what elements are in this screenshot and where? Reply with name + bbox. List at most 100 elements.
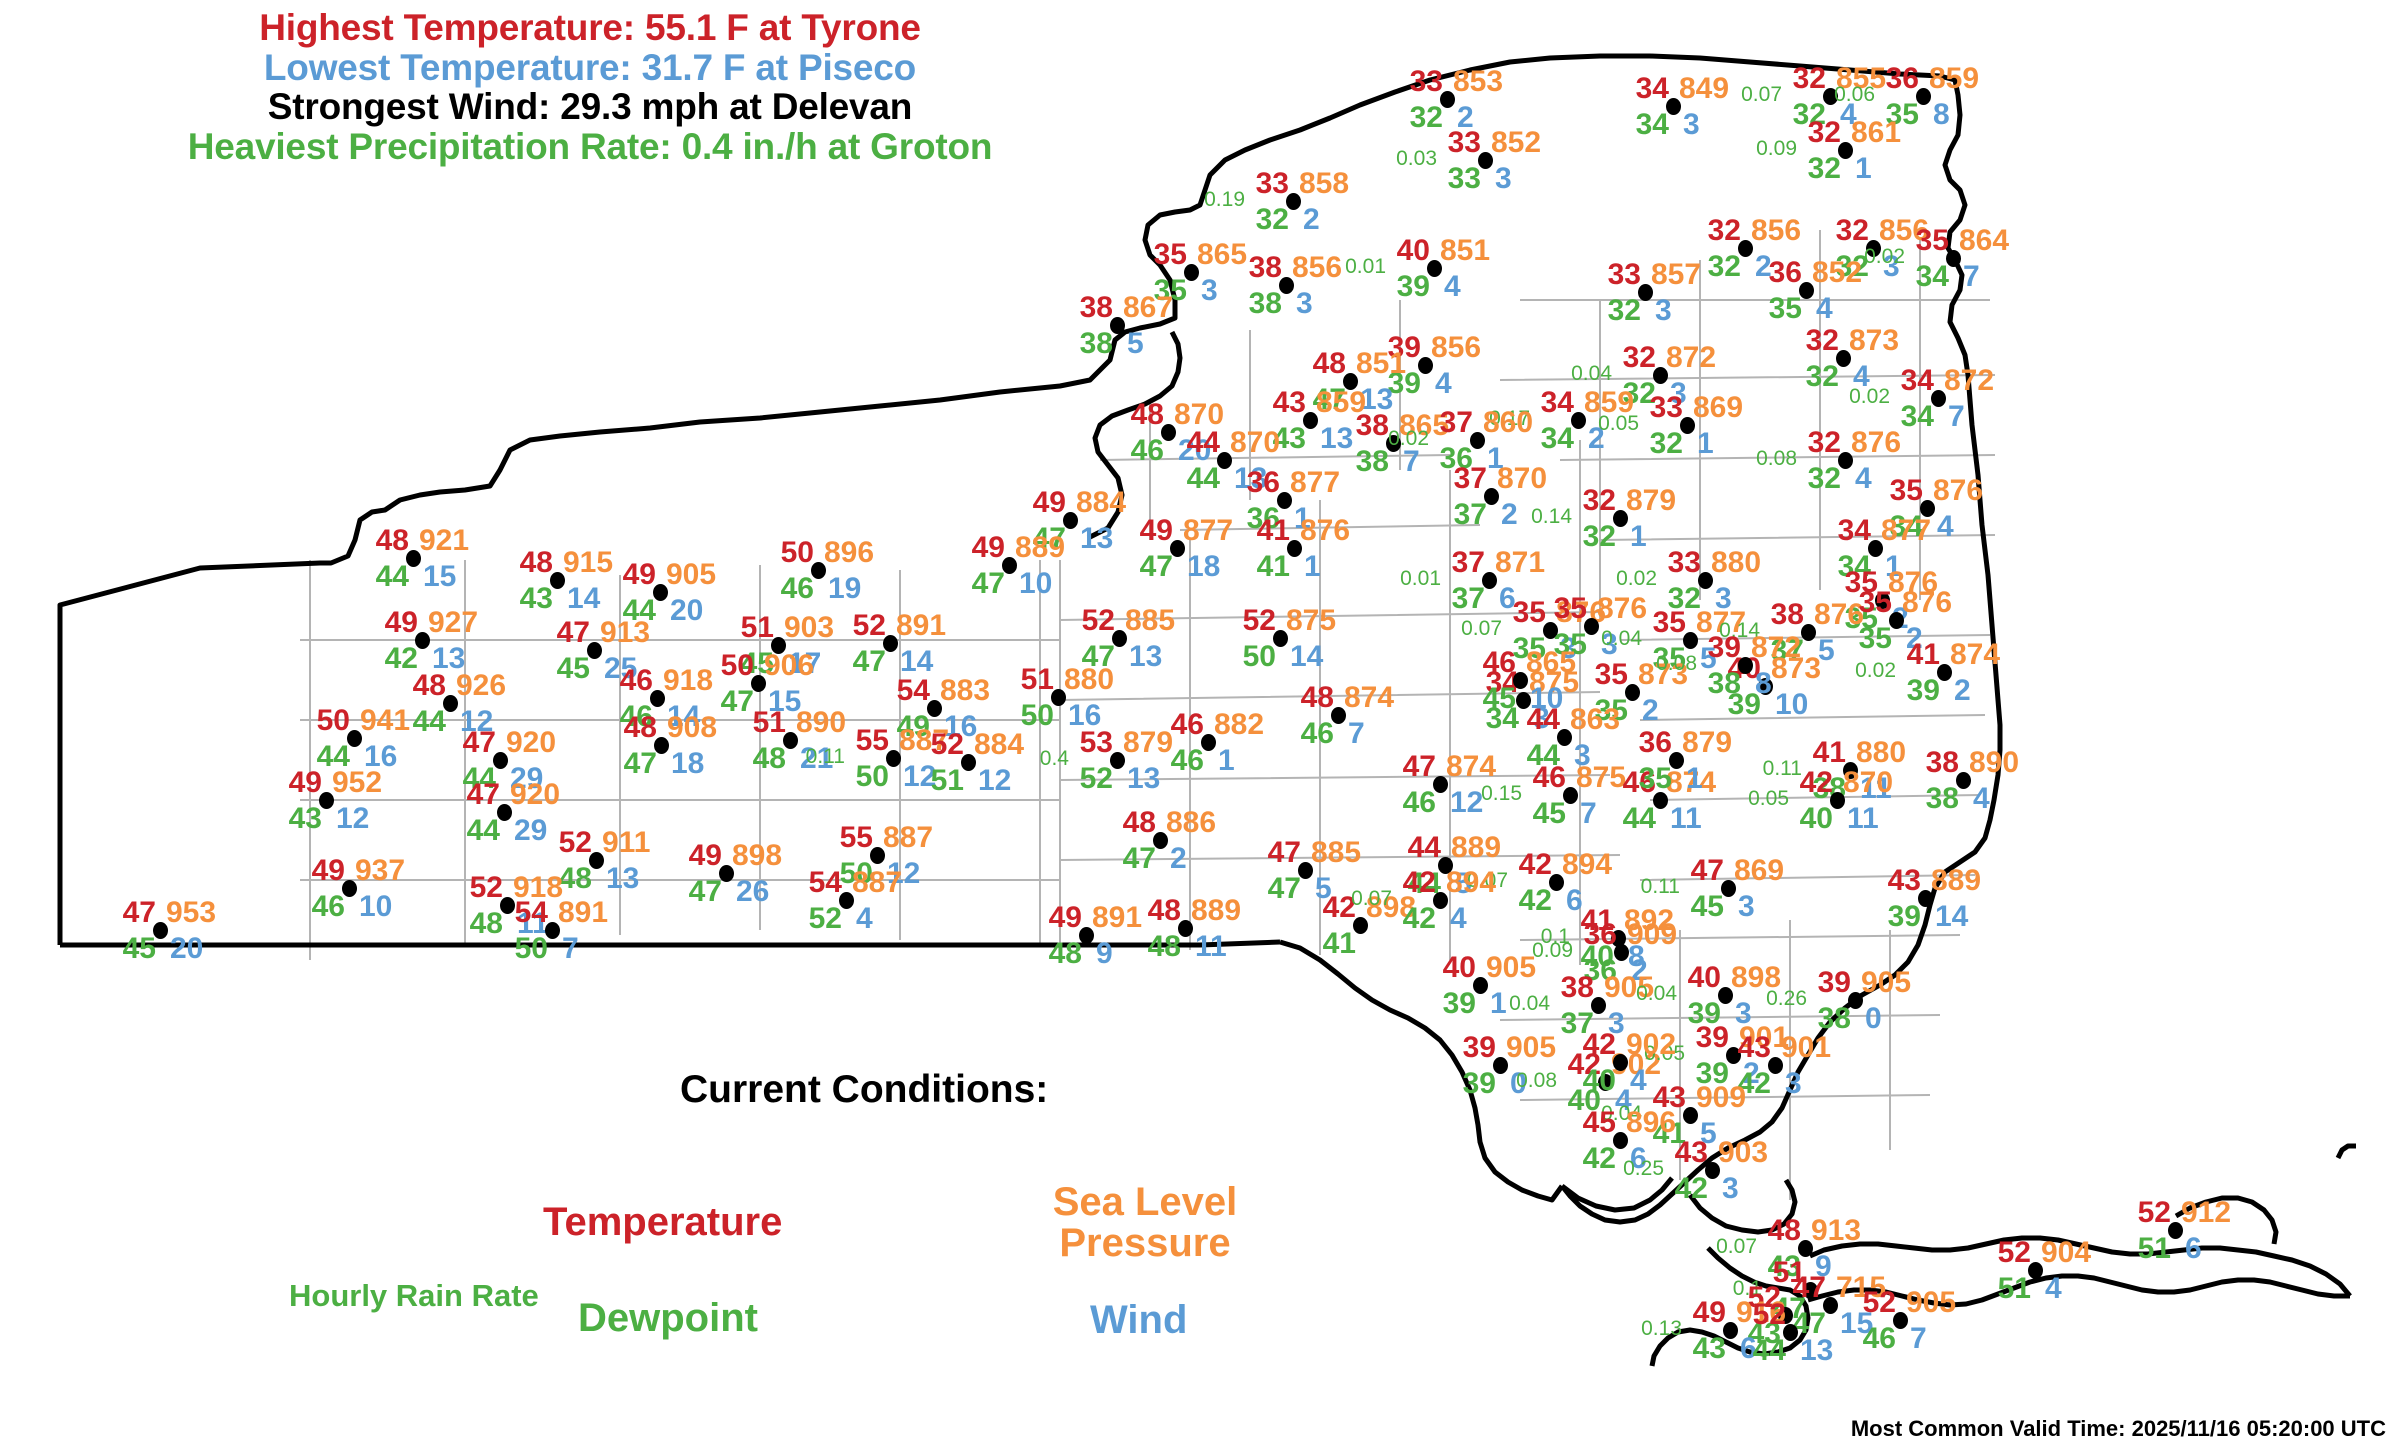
station-pressure: 872 <box>1666 341 1717 374</box>
station-wind: 2 <box>1501 498 1518 531</box>
station-dewpoint: 35 <box>1858 622 1892 655</box>
extremes-summary: Highest Temperature: 55.1 F at Tyrone Lo… <box>0 8 1180 167</box>
station-dot-icon <box>1063 512 1078 529</box>
station-wind: 11 <box>1847 802 1879 835</box>
station-pressure: 867 <box>1123 291 1174 324</box>
station-wind: 6 <box>1499 582 1516 615</box>
station-dewpoint: 44 <box>412 705 446 738</box>
station-wind: 4 <box>1816 292 1833 325</box>
station-wind: 15 <box>768 685 802 718</box>
station-dot-icon <box>347 730 362 747</box>
station-dot-icon <box>1002 557 1017 574</box>
station-pressure: 905 <box>1604 971 1655 1004</box>
station-dot-icon <box>497 804 512 821</box>
station-pressure: 952 <box>332 766 383 799</box>
station-dewpoint: 32 <box>1582 520 1616 553</box>
station-dot-icon <box>1433 892 1448 909</box>
station-pressure: 873 <box>1849 324 1900 357</box>
station-wind: 2 <box>1743 1057 1760 1090</box>
station-wind: 5 <box>1700 1117 1717 1150</box>
station-rain-rate: 0.07 <box>1461 617 1502 640</box>
station-wind: 12 <box>336 802 370 835</box>
station-dot-icon <box>1801 624 1816 641</box>
station-pressure: 869 <box>1734 854 1785 887</box>
station-dot-icon <box>1543 622 1558 639</box>
station-temperature: 49 <box>971 531 1005 564</box>
station-wind: 3 <box>1715 582 1732 615</box>
station-temperature: 42 <box>1582 1028 1616 1061</box>
station-pressure: 903 <box>1718 1136 1769 1169</box>
station-pressure: 857 <box>1651 258 1702 291</box>
station-temperature: 48 <box>1122 806 1156 839</box>
station-wind: 18 <box>671 747 705 780</box>
station-pressure: 913 <box>600 616 651 649</box>
station-dot-icon <box>1170 540 1185 557</box>
station-wind: 11 <box>1860 772 1892 805</box>
station-dewpoint: 40 <box>1567 1084 1601 1117</box>
station-dot-icon <box>1478 152 1493 169</box>
station-dot-icon <box>1178 920 1193 937</box>
station-temperature: 50 <box>720 649 754 682</box>
station-dot-icon <box>1298 862 1313 879</box>
station-pressure: 894 <box>1446 866 1497 899</box>
station-temperature: 49 <box>1032 486 1066 519</box>
station-dewpoint: 34 <box>1540 422 1574 455</box>
station-dot-icon <box>1482 572 1497 589</box>
station-wind: 2 <box>1755 250 1772 283</box>
station-dot-icon <box>1705 1162 1720 1179</box>
station-wind: 9 <box>1096 937 1113 970</box>
station-wind: 7 <box>1348 717 1365 750</box>
station-temperature: 52 <box>852 609 886 642</box>
legend-pressure-line1: Sea Level <box>1052 1180 1238 1224</box>
station-dot-icon <box>1079 927 1094 944</box>
station-dewpoint: 37 <box>1770 634 1804 667</box>
station-dot-icon <box>415 632 430 649</box>
station-dot-icon <box>1638 284 1653 301</box>
station-dot-icon <box>1161 424 1176 441</box>
station-rain-rate: 0.02 <box>1616 567 1657 590</box>
station-dot-icon <box>1440 91 1455 108</box>
station-temperature: 35 <box>1553 592 1587 625</box>
station-dewpoint: 47 <box>1032 522 1066 555</box>
station-dot-icon <box>1273 630 1288 647</box>
station-temperature: 38 <box>1079 291 1113 324</box>
station-dewpoint: 42 <box>384 642 418 675</box>
station-wind: 12 <box>460 705 494 738</box>
station-pressure: 896 <box>824 536 875 569</box>
station-rain-rate: 0.04 <box>1509 992 1550 1015</box>
station-dewpoint: 32 <box>1807 462 1841 495</box>
station-temperature: 47 <box>1402 750 1436 783</box>
station-dewpoint: 47 <box>1312 383 1346 416</box>
station-temperature: 44 <box>1407 831 1441 864</box>
station-dot-icon <box>870 847 885 864</box>
station-wind: 2 <box>1588 422 1605 455</box>
station-temperature: 47 <box>1690 854 1724 887</box>
station-dot-icon <box>1613 1054 1628 1071</box>
station-dot-icon <box>1217 452 1232 469</box>
station-dewpoint: 47 <box>1081 640 1115 673</box>
station-wind: 6 <box>2185 1232 2202 1265</box>
station-wind: 7 <box>1963 260 1980 293</box>
station-wind: 13 <box>606 862 640 895</box>
station-temperature: 36 <box>1885 62 1919 95</box>
station-wind: 6 <box>1630 1142 1647 1175</box>
station-wind: 14 <box>567 582 601 615</box>
station-temperature: 35 <box>1844 566 1878 599</box>
station-dewpoint: 32 <box>1667 582 1701 615</box>
station-wind: 5 <box>1315 872 1332 905</box>
station-pressure: 889 <box>1451 831 1502 864</box>
station-pressure: 918 <box>663 664 714 697</box>
station-temperature: 32 <box>1707 214 1741 247</box>
station-pressure: 909 <box>1627 918 1678 951</box>
station-dot-icon <box>1549 874 1564 891</box>
station-temperature: 42 <box>1518 848 1552 881</box>
station-wind: 2 <box>1631 954 1648 987</box>
station-pressure: 920 <box>510 778 561 811</box>
station-wind: 4 <box>1450 902 1467 935</box>
station-temperature: 35 <box>1512 596 1546 629</box>
station-pressure: 870 <box>1843 766 1894 799</box>
station-pressure: 875 <box>1286 604 1337 637</box>
station-dot-icon <box>1584 618 1599 635</box>
station-temperature: 33 <box>1649 391 1683 424</box>
